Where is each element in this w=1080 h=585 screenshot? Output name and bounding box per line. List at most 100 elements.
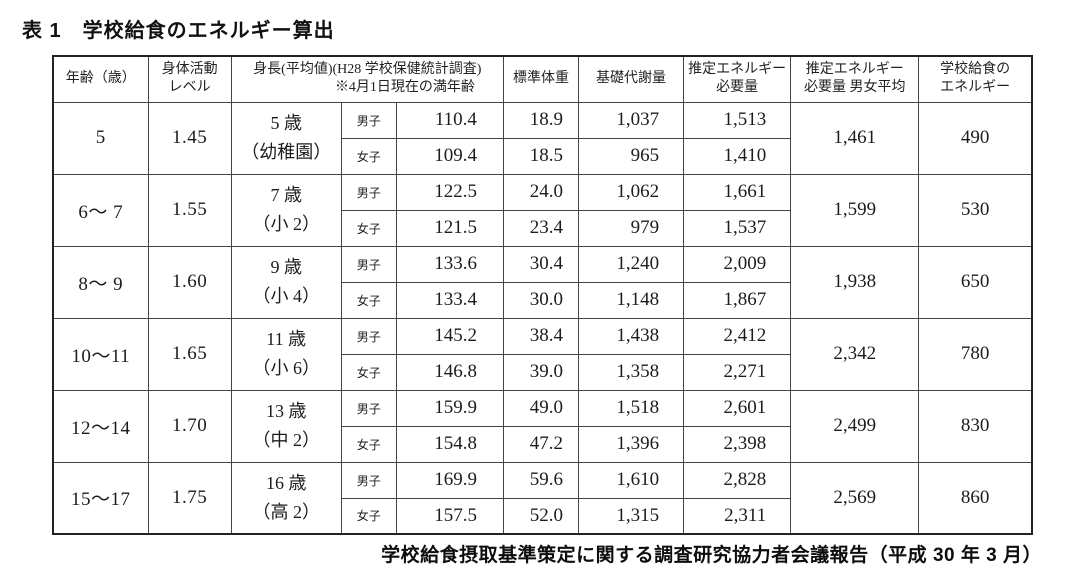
gender-label-girls: 女子 [340,209,397,247]
eer-value-boys: 1,513 [683,101,792,139]
bmr-value-boys: 1,438 [577,317,685,355]
age-cell: 8〜 9 [52,245,149,319]
gender-label-boys: 男子 [340,461,397,499]
header-eer-avg-line1: 推定エネルギー [805,62,904,78]
weight-value-girls: 23.4 [502,209,580,247]
lunch-energy-cell: 860 [918,461,1033,535]
header-activity-line2: レベル [168,80,211,96]
height-age-line2: （幼稚園） [241,142,332,162]
height-value-girls: 133.4 [395,281,504,319]
table-row: 女子 154.8 47.2 1,396 2,398 [53,425,1032,463]
table-row: 15〜17 1.75 16 歳 （高 2） 男子 169.9 59.6 1,61… [52,461,1033,535]
header-eer-average: 推定エネルギー 必要量 男女平均 [790,55,920,103]
table-row: 女子 157.5 52.0 1,315 2,311 [53,497,1032,535]
eer-average-cell: 2,342 [790,317,920,391]
gender-label-girls: 女子 [340,137,397,175]
weight-value-girls: 18.5 [502,137,580,175]
eer-average-cell: 2,499 [790,389,920,463]
header-estimated-energy: 推定エネルギー 必要量 [683,55,792,103]
energy-calculation-table: 年齢（歳） 身体活動 レベル 身長(平均値)(H28 学校保健統計調査) ※4月… [52,55,1033,535]
header-height: 身長(平均値)(H28 学校保健統計調査) ※4月1日現在の満年齢 [230,55,504,103]
header-eer-line2: 必要量 [716,80,759,96]
bmr-value-girls: 1,396 [577,425,685,463]
gender-label-boys: 男子 [340,245,397,283]
bmr-value-boys: 1,518 [577,389,685,427]
weight-value-girls: 39.0 [502,353,580,391]
height-age-line1: 5 歳 [270,113,302,133]
bmr-value-girls: 1,358 [577,353,685,391]
height-value-girls: 109.4 [395,137,504,175]
table-row: 女子 133.4 30.0 1,148 1,867 [53,281,1032,319]
header-lunch-line1: 学校給食の [940,62,1011,78]
activity-level-cell: 1.70 [147,389,232,463]
table-row: 8〜 9 1.60 9 歳 （小 4） 男子 133.6 30.4 1,240 … [52,245,1033,319]
gender-label-boys: 男子 [340,101,397,139]
height-value-girls: 121.5 [395,209,504,247]
table-row: 10〜11 1.65 11 歳 （小 6） 男子 145.2 38.4 1,43… [52,317,1033,391]
weight-value-boys: 30.4 [502,245,580,283]
age-cell: 15〜17 [52,461,149,535]
lunch-energy-cell: 530 [918,173,1033,247]
height-age-line2: （高 2） [252,501,320,522]
lunch-energy-cell: 830 [918,389,1033,463]
header-activity-level: 身体活動 レベル [147,55,232,103]
eer-value-girls: 2,271 [683,353,792,391]
table-row: 6〜 7 1.55 7 歳 （小 2） 男子 122.5 24.0 1,062 … [52,173,1033,247]
height-age-line1: 16 歳 [265,472,307,493]
eer-average-cell: 1,599 [790,173,920,247]
table-row: 女子 121.5 23.4 979 1,537 [53,209,1032,247]
header-eer-avg-line2: 必要量 男女平均 [804,80,906,96]
height-age-label-cell: 13 歳 （中 2） [230,389,342,463]
weight-value-boys: 59.6 [502,461,580,499]
activity-level-cell: 1.55 [147,173,232,247]
eer-value-boys: 2,601 [683,389,792,427]
bmr-value-boys: 1,037 [577,101,685,139]
bmr-value-girls: 979 [577,209,685,247]
height-value-boys: 133.6 [395,245,504,283]
height-age-label-cell: 5 歳 （幼稚園） [230,101,342,175]
height-age-label-cell: 9 歳 （小 4） [230,245,342,319]
activity-level-cell: 1.65 [147,317,232,391]
header-activity-line1: 身体活動 [161,62,218,78]
gender-label-girls: 女子 [340,353,397,391]
height-age-line2: （小 4） [252,286,320,306]
eer-value-girls: 2,398 [683,425,792,463]
table-header-row: 年齢（歳） 身体活動 レベル 身長(平均値)(H28 学校保健統計調査) ※4月… [52,55,1033,103]
header-standard-weight: 標準体重 [502,55,580,103]
eer-value-girls: 1,867 [683,281,792,319]
height-age-line2: （中 2） [252,430,320,450]
table-row: 女子 146.8 39.0 1,358 2,271 [53,353,1032,391]
eer-average-cell: 2,569 [790,461,920,535]
age-cell: 10〜11 [52,317,149,391]
eer-value-girls: 1,537 [683,209,792,247]
age-cell: 5 [52,101,149,175]
weight-value-girls: 52.0 [502,497,580,535]
table-row: 5 1.45 5 歳 （幼稚園） 男子 110.4 18.9 1,037 1,5… [52,101,1033,175]
lunch-energy-cell: 490 [918,101,1033,175]
activity-level-cell: 1.60 [147,245,232,319]
activity-level-cell: 1.45 [147,101,232,175]
height-age-line2: （小 2） [252,214,320,234]
height-value-boys: 145.2 [395,317,504,355]
bmr-value-girls: 965 [577,137,685,175]
height-value-boys: 110.4 [395,101,504,139]
height-age-line1: 11 歳 [266,329,307,349]
height-age-line1: 7 歳 [270,185,302,205]
height-age-label-cell: 16 歳 （高 2） [230,461,342,535]
bmr-value-girls: 1,148 [577,281,685,319]
header-height-line2: ※4月1日現在の満年齢 [334,80,475,96]
bmr-value-boys: 1,240 [577,245,685,283]
weight-value-boys: 24.0 [502,173,580,211]
weight-value-girls: 30.0 [502,281,580,319]
table-row: 12〜14 1.70 13 歳 （中 2） 男子 159.9 49.0 1,51… [52,389,1033,463]
eer-value-boys: 2,412 [683,317,792,355]
page-title: 表 1 学校給食のエネルギー算出 [22,20,335,42]
weight-value-girls: 47.2 [502,425,580,463]
gender-label-girls: 女子 [340,497,397,535]
height-age-line1: 13 歳 [265,401,307,421]
lunch-energy-cell: 650 [918,245,1033,319]
height-age-label-cell: 11 歳 （小 6） [230,317,342,391]
eer-value-girls: 1,410 [683,137,792,175]
eer-value-boys: 1,661 [683,173,792,211]
table-row: 女子 109.4 18.5 965 1,410 [53,137,1032,175]
